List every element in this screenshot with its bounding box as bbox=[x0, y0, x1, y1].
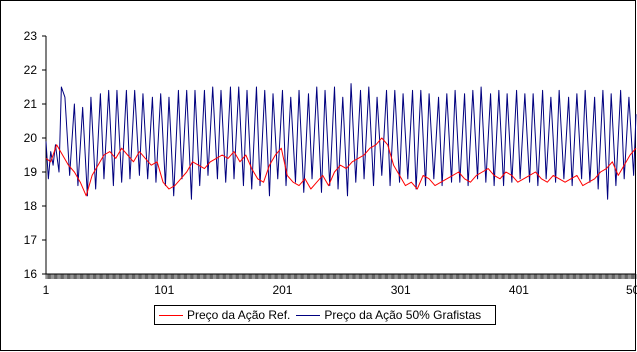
y-tick-label: 22 bbox=[24, 63, 38, 77]
series-lines bbox=[45, 83, 637, 200]
x-tick-label: 301 bbox=[391, 283, 411, 297]
y-tick-label: 19 bbox=[24, 165, 38, 179]
x-axis: 1 101 201 301 401 501 bbox=[43, 273, 637, 297]
legend-swatch-series-1 bbox=[159, 314, 183, 316]
series-line-2 bbox=[45, 83, 637, 200]
y-tick-label: 20 bbox=[24, 131, 38, 145]
legend-label-series-2: Preço da Ação 50% Grafistas bbox=[324, 308, 482, 322]
legend-swatch-series-2 bbox=[296, 314, 321, 316]
legend-item-series-1: Preço da Ação Ref. bbox=[159, 308, 290, 322]
x-tick-label: 501 bbox=[626, 283, 637, 297]
y-tick-label: 21 bbox=[24, 97, 38, 111]
x-tick-label: 201 bbox=[272, 283, 292, 297]
y-tick-label: 18 bbox=[24, 199, 38, 213]
y-axis: 16 17 18 19 20 21 22 23 bbox=[24, 29, 47, 281]
series-line-1 bbox=[45, 137, 637, 197]
legend-item-series-2: Preço da Ação 50% Grafistas bbox=[296, 308, 481, 322]
x-tick-label: 401 bbox=[509, 283, 529, 297]
line-chart: 16 17 18 19 20 21 22 23 1 101 201 301 401 501 bbox=[24, 29, 637, 297]
legend-label-series-1: Preço da Ação Ref. bbox=[187, 308, 291, 322]
y-tick-label: 23 bbox=[24, 29, 38, 43]
legend: Preço da Ação Ref. Preço da Ação 50% Gra… bbox=[154, 305, 497, 325]
x-tick-label: 101 bbox=[154, 283, 174, 297]
x-tick-label: 1 bbox=[43, 283, 50, 297]
y-tick-label: 16 bbox=[24, 267, 38, 281]
y-tick-label: 17 bbox=[24, 233, 38, 247]
